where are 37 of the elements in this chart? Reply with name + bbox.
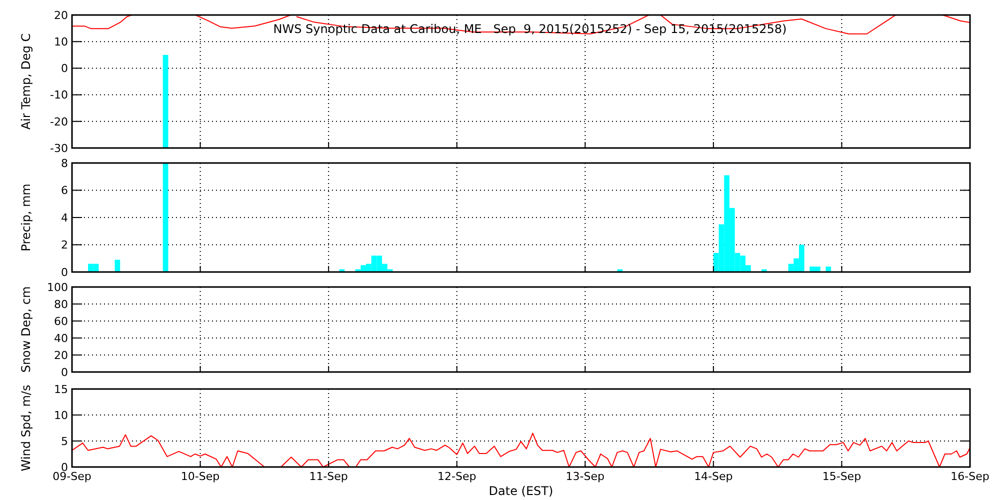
y-tick-label: 6 (61, 184, 68, 198)
y-tick-label: 0 (61, 366, 68, 379)
y-tick-label: 20 (54, 348, 68, 362)
y-tick-label: 8 (61, 156, 68, 170)
y-tick-label: 20 (54, 8, 68, 22)
y-tick-label: 10 (54, 408, 68, 422)
y-tick-label: -10 (50, 88, 68, 102)
x-tick-label: 16-Sep (950, 470, 990, 483)
y-tick-label: 15 (54, 382, 68, 396)
y-tick-label: 40 (54, 332, 68, 345)
y-axis-title: Wind Spd, m/s (19, 384, 33, 472)
y-tick-label: 100 (47, 280, 68, 294)
bar (114, 260, 120, 272)
y-tick-label: -30 (50, 142, 68, 155)
y-tick-label: 60 (54, 314, 68, 328)
y-tick-label: 10 (54, 35, 68, 48)
y-tick-label: -20 (50, 115, 68, 128)
y-tick-label: 0 (61, 62, 68, 76)
y-axis-title: Precip, mm (19, 184, 33, 252)
line-series (72, 432, 970, 467)
x-tick-label: 12-Sep (438, 470, 476, 483)
x-tick-label: 09-Sep (52, 470, 92, 483)
y-tick-label: 5 (61, 434, 68, 448)
x-tick-label: 11-Sep (309, 470, 348, 483)
x-tick-label: 10-Sep (180, 470, 220, 483)
bar (162, 163, 168, 272)
x-tick-label: 14-Sep (694, 470, 733, 483)
y-tick-label: 2 (61, 238, 68, 252)
bar (826, 266, 832, 272)
y-tick-label: 80 (54, 298, 68, 311)
x-tick-label: 13-Sep (566, 470, 605, 483)
x-tick-label: 15-Sep (822, 470, 862, 483)
y-axis-title: Snow Dep, cm (19, 286, 33, 373)
y-axis-title: Air Temp, Deg C (19, 33, 33, 130)
y-tick-label: 0 (61, 266, 68, 279)
y-tick-label: 4 (61, 211, 68, 224)
x-axis-title: Date (EST) (488, 484, 554, 498)
